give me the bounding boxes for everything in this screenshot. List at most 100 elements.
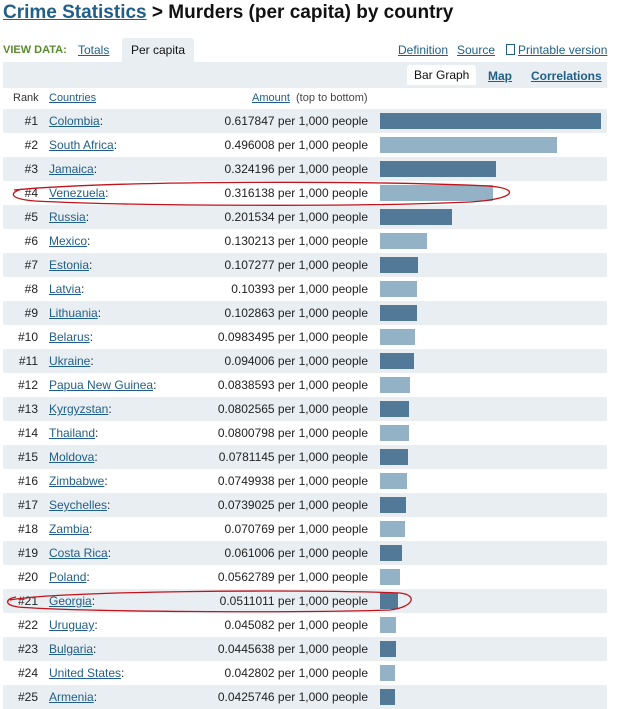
country-link[interactable]: Uruguay [49,618,95,632]
page-title: Crime Statistics > Murders (per capita) … [3,0,453,26]
row-bar [380,353,414,369]
country-link[interactable]: Georgia [49,594,92,608]
country-link[interactable]: Latvia [49,282,82,296]
row-amount: 0.107277 per 1,000 people [224,258,368,272]
row-country: Georgia: [49,594,96,608]
row-amount: 0.0800798 per 1,000 people [217,426,368,440]
row-amount: 0.0802565 per 1,000 people [217,402,368,416]
country-link[interactable]: Bulgaria [49,642,94,656]
row-country: Moldova: [49,450,98,464]
row-bar [380,329,415,345]
row-bar [380,473,407,489]
row-bar [380,185,493,201]
row-country: Kyrgyzstan: [49,402,112,416]
row-amount: 0.0739025 per 1,000 people [217,498,368,512]
source-link[interactable]: Source [457,43,496,57]
table-row: #14 Thailand: 0.0800798 per 1,000 people [3,421,607,445]
tab-correlations[interactable]: Correlations [531,69,602,83]
table-row: #18 Zambia: 0.070769 per 1,000 people [3,517,607,541]
row-bar [380,257,418,273]
row-amount: 0.042802 per 1,000 people [224,666,368,680]
printable-version-label[interactable]: Printable version [518,43,608,57]
row-rank: #11 [18,354,38,368]
table-row: #1 Colombia: 0.617847 per 1,000 people [3,109,607,133]
tab-totals[interactable]: Totals [78,43,110,57]
country-link[interactable]: Thailand [49,426,96,440]
table-row: #23 Bulgaria: 0.0445638 per 1,000 people [3,637,607,661]
row-rank: #25 [17,690,38,704]
table-row: #6 Mexico: 0.130213 per 1,000 people [3,229,607,253]
row-country: Russia: [49,210,90,224]
table-row: #17 Seychelles: 0.0739025 per 1,000 people [3,493,607,517]
row-country: Lithuania: [49,306,102,320]
row-amount: 0.0511011 per 1,000 people [219,594,368,608]
tab-bar-graph[interactable]: Bar Graph [407,65,477,85]
country-link[interactable]: Seychelles [49,498,108,512]
table-row: #21 Georgia: 0.0511011 per 1,000 people [3,589,607,613]
printable-version-link[interactable]: Printable version [506,43,607,57]
row-bar [380,401,409,417]
column-countries[interactable]: Countries [49,92,97,104]
breadcrumb-crime-statistics[interactable]: Crime Statistics [3,2,147,23]
country-link[interactable]: Moldova [49,450,95,464]
table-row: #12 Papua New Guinea: 0.0838593 per 1,000 … [3,373,607,397]
row-country: Bulgaria: [49,642,97,656]
country-link[interactable]: South Africa [49,138,114,152]
tab-per-capita[interactable]: Per capita [122,38,194,62]
row-amount: 0.0749938 per 1,000 people [217,474,368,488]
row-rank: #16 [17,474,38,488]
row-amount: 0.070769 per 1,000 people [224,522,368,536]
row-rank: #21 [17,594,38,608]
row-country: Latvia: [49,282,85,296]
country-link[interactable]: Jamaica [49,162,94,176]
row-bar [380,449,408,465]
row-rank: #19 [17,546,38,560]
table-row: #11 Ukraine: 0.094006 per 1,000 people [3,349,607,373]
definition-link[interactable]: Definition [398,43,449,57]
table-row: #10 Belarus: 0.0983495 per 1,000 people [3,325,607,349]
country-link[interactable]: Colombia [49,114,100,128]
row-amount: 0.0445638 per 1,000 people [217,642,368,656]
row-rank: #14 [17,426,38,440]
row-amount: 0.094006 per 1,000 people [224,354,368,368]
table-row: #5 Russia: 0.201534 per 1,000 people [3,205,607,229]
country-link[interactable]: Mexico [49,234,88,248]
country-link[interactable]: Lithuania [49,306,98,320]
row-rank: #10 [17,330,38,344]
country-link[interactable]: Ukraine [49,354,91,368]
row-country: Belarus: [49,330,94,344]
country-link[interactable]: Armenia [49,690,94,704]
row-country: Colombia: [49,114,104,128]
row-amount: 0.0425746 per 1,000 people [217,690,368,704]
row-country: Jamaica: [49,162,98,176]
country-link[interactable]: United States [49,666,122,680]
row-country: United States: [49,666,125,680]
country-link[interactable]: Papua New Guinea [49,378,154,392]
country-link[interactable]: Belarus [49,330,90,344]
row-country: Uruguay: [49,618,98,632]
country-link[interactable]: Russia [49,210,86,224]
tab-map[interactable]: Map [488,69,512,83]
country-link[interactable]: Venezuela [49,186,106,200]
row-country: South Africa: [49,138,118,152]
country-link[interactable]: Zambia [49,522,90,536]
country-link[interactable]: Estonia [49,258,90,272]
table-row: #3 Jamaica: 0.324196 per 1,000 people [3,157,607,181]
row-bar [380,137,557,153]
row-country: Estonia: [49,258,93,272]
column-amount[interactable]: Amount [252,92,290,104]
view-data-label: VIEW DATA: [3,44,67,56]
row-country: Armenia: [49,690,98,704]
row-country: Mexico: [49,234,91,248]
country-link[interactable]: Kyrgyzstan [49,402,109,416]
country-link[interactable]: Zimbabwe [49,474,105,488]
row-rank: #24 [17,666,38,680]
table-row: #16 Zimbabwe: 0.0749938 per 1,000 people [3,469,607,493]
row-rank: #9 [24,306,38,320]
country-link[interactable]: Poland [49,570,87,584]
row-bar [380,161,496,177]
row-amount: 0.496008 per 1,000 people [224,138,368,152]
row-bar [380,641,396,657]
row-bar [380,521,405,537]
country-link[interactable]: Costa Rica [49,546,108,560]
